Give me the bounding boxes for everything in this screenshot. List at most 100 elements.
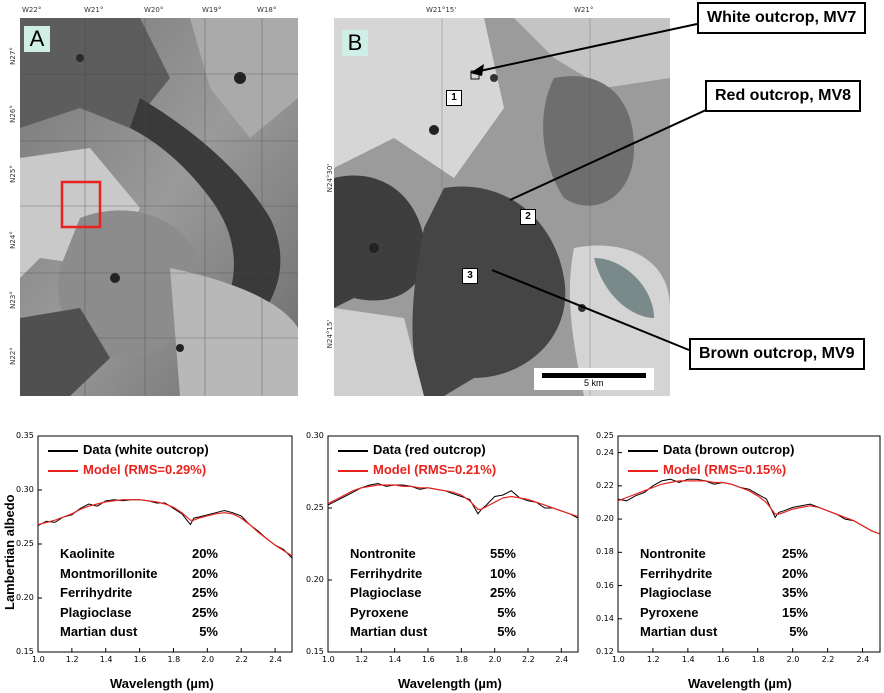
mineral-name: Martian dust bbox=[60, 624, 138, 639]
tick-b-top-1: W21°15' bbox=[426, 6, 457, 14]
mineral-row: Plagioclase 25% bbox=[350, 585, 516, 600]
mineral-name: Plagioclase bbox=[640, 585, 712, 600]
x-tick-label: 2.4 bbox=[856, 655, 870, 664]
region-box bbox=[60, 180, 102, 229]
mineral-row: Pyroxene 15% bbox=[640, 604, 808, 620]
marker-1: 1 bbox=[446, 90, 462, 106]
legend-label: Model (RMS=0.29%) bbox=[83, 462, 207, 477]
panel-b-label: B bbox=[342, 30, 368, 56]
callout-red: Red outcrop, MV8 bbox=[705, 80, 862, 112]
mineral-row: Plagioclase 35% bbox=[640, 585, 808, 600]
y-tick-label: 0.30 bbox=[306, 431, 324, 440]
model-series-line bbox=[37, 499, 293, 557]
legend-swatch bbox=[48, 449, 78, 452]
mineral-percent: 25% bbox=[191, 585, 218, 600]
x-tick-label: 1.6 bbox=[422, 655, 435, 664]
x-tick-label: 2.0 bbox=[201, 655, 215, 664]
legend-data: Data (white outcrop) bbox=[48, 442, 209, 457]
y-tick-label: 0.18 bbox=[596, 547, 614, 557]
x-tick-label: 2.4 bbox=[555, 655, 569, 664]
x-tick-label: 2.4 bbox=[269, 655, 282, 664]
panel-a-top-ticks: W22° W21° W20° W19° W18° bbox=[0, 0, 298, 18]
x-tick-label: 1.6 bbox=[716, 655, 730, 664]
callout-white: White outcrop, MV7 bbox=[697, 2, 867, 34]
legend-model: Model (RMS=0.29%) bbox=[48, 462, 206, 477]
mineral-percent: 20% bbox=[191, 546, 218, 561]
mineral-name: Ferrihydrite bbox=[60, 585, 133, 600]
mineral-name: Nontronite bbox=[350, 546, 416, 561]
x-tick-label: 1.0 bbox=[322, 655, 335, 664]
x-tick-label: 2.0 bbox=[786, 655, 800, 664]
mineral-row: Ferrihydrite 10% bbox=[350, 566, 516, 581]
mineral-row: Ferrihydrite 20% bbox=[640, 566, 808, 581]
marker-2: 2 bbox=[520, 209, 536, 225]
x-tick-label: 1.8 bbox=[455, 655, 469, 664]
y-tick-label: 0.20 bbox=[306, 575, 324, 584]
y-tick-label: 0.12 bbox=[596, 647, 614, 656]
leader-white-arrow bbox=[470, 64, 484, 76]
mineral-name: Montmorillonite bbox=[60, 565, 158, 581]
legend-model: Model (RMS=0.15%) bbox=[628, 462, 786, 477]
tick-a-top-3: W20° bbox=[144, 6, 164, 14]
mineral-row: Nontronite 55% bbox=[350, 546, 516, 561]
x-axis-label-2: Wavelength (µm) bbox=[398, 676, 502, 691]
plot-frame bbox=[617, 435, 881, 653]
legend-label: Model (RMS=0.15%) bbox=[663, 462, 787, 477]
mineral-percent: 5% bbox=[497, 604, 516, 620]
mineral-percent: 5% bbox=[199, 624, 218, 639]
tick-a-top-4: W19° bbox=[202, 6, 222, 14]
mineral-name: Nontronite bbox=[640, 546, 706, 561]
x-tick-label: 1.0 bbox=[32, 655, 45, 664]
legend-swatch bbox=[628, 469, 658, 472]
mineral-percent: 20% bbox=[781, 565, 808, 581]
y-tick-label: 0.25 bbox=[306, 503, 324, 512]
tick-a-top-2: W21° bbox=[84, 6, 104, 14]
mineral-percent: 25% bbox=[191, 604, 218, 620]
mineral-percent: 5% bbox=[789, 624, 808, 639]
mineral-name: Kaolinite bbox=[60, 546, 115, 561]
mineral-percent: 20% bbox=[191, 565, 218, 581]
y-tick-label: 0.35 bbox=[16, 431, 34, 440]
x-tick-label: 1.4 bbox=[681, 655, 695, 664]
callout-brown: Brown outcrop, MV9 bbox=[689, 338, 865, 370]
leader-red bbox=[509, 109, 707, 201]
mineral-name: Pyroxene bbox=[350, 604, 409, 620]
x-tick-label: 1.2 bbox=[646, 655, 660, 664]
y-tick-label: 0.15 bbox=[306, 647, 324, 656]
tick-a-top-5: W18° bbox=[257, 6, 277, 14]
model-series-line bbox=[617, 480, 881, 535]
mineral-name: Plagioclase bbox=[60, 604, 132, 620]
panel-a-image bbox=[20, 18, 298, 396]
mineral-name: Martian dust bbox=[350, 624, 428, 639]
legend-swatch bbox=[48, 469, 78, 472]
legend-swatch bbox=[338, 469, 368, 472]
mineral-percent: 25% bbox=[489, 585, 516, 600]
y-tick-label: 0.20 bbox=[16, 593, 34, 602]
legend-label: Model (RMS=0.21%) bbox=[373, 462, 497, 477]
legend-label: Data (red outcrop) bbox=[373, 442, 486, 457]
mineral-percent: 55% bbox=[489, 546, 516, 561]
callout-leaders bbox=[470, 23, 707, 351]
mineral-name: Pyroxene bbox=[640, 604, 699, 620]
mineral-row: Martian dust 5% bbox=[640, 624, 808, 639]
y-tick-label: 0.30 bbox=[16, 485, 34, 494]
panel-b-image bbox=[334, 18, 670, 396]
x-tick-label: 1.8 bbox=[167, 655, 181, 664]
mineral-row: Kaolinite 20% bbox=[60, 546, 218, 561]
y-tick-label: 0.22 bbox=[596, 480, 614, 490]
legend-data: Data (red outcrop) bbox=[338, 442, 486, 457]
mineral-percent: 15% bbox=[781, 604, 808, 620]
legend-label: Data (white outcrop) bbox=[83, 442, 209, 457]
tick-a-top-1: W22° bbox=[22, 6, 42, 14]
mineral-row: Nontronite 25% bbox=[640, 546, 808, 561]
legend-swatch bbox=[628, 449, 658, 452]
x-tick-label: 1.0 bbox=[612, 655, 625, 664]
x-tick-label: 2.0 bbox=[488, 655, 502, 664]
mineral-row: Montmorillonite 20% bbox=[60, 565, 218, 581]
mineral-percent: 35% bbox=[781, 585, 808, 600]
x-tick-label: 2.2 bbox=[821, 655, 835, 664]
x-tick-label: 1.4 bbox=[388, 655, 402, 664]
x-tick-label: 1.2 bbox=[355, 655, 369, 664]
